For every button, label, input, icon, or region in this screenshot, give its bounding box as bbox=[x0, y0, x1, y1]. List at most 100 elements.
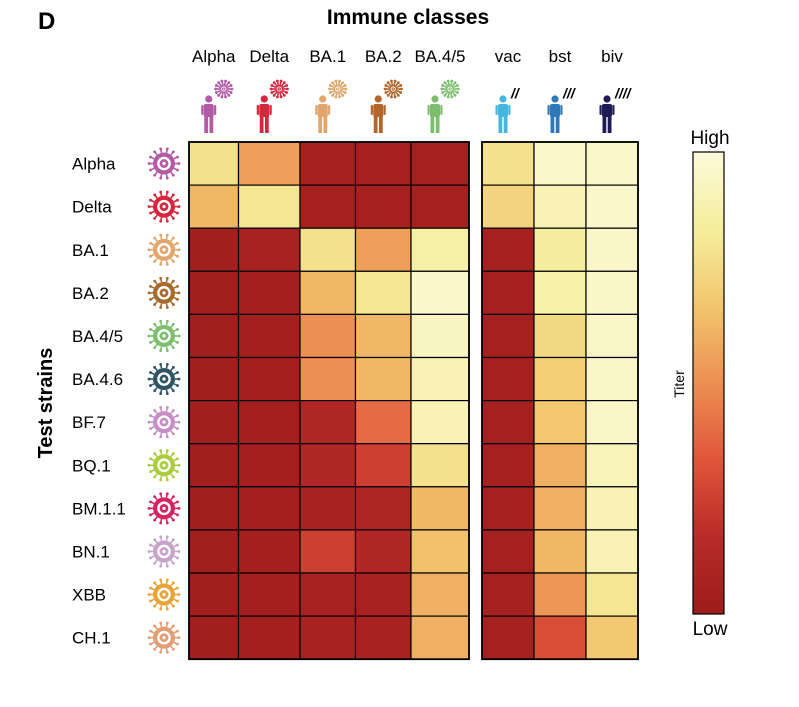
heatmap-cell bbox=[188, 184, 240, 229]
small-virus-icon bbox=[328, 79, 348, 99]
heatmap-cell bbox=[299, 227, 357, 272]
heatmap-cell bbox=[237, 227, 301, 272]
heatmap-cell bbox=[188, 615, 240, 660]
row-label: BF.7 bbox=[72, 413, 106, 432]
heatmap-cell bbox=[585, 529, 639, 574]
heatmap-cell bbox=[481, 529, 535, 574]
person-icon bbox=[256, 79, 289, 133]
heatmap-cell bbox=[299, 184, 357, 229]
heatmap-cell bbox=[188, 572, 240, 617]
heatmap-cell bbox=[188, 400, 240, 445]
row-label: BA.4/5 bbox=[72, 327, 123, 346]
heatmap-cells bbox=[188, 141, 639, 661]
colorbar: High Low Titer bbox=[671, 128, 730, 640]
heatmap-cell bbox=[533, 356, 587, 402]
heatmap-cell bbox=[354, 356, 412, 402]
heatmap-cell bbox=[354, 313, 412, 359]
heatmap-cell bbox=[354, 486, 412, 531]
column-label: Alpha bbox=[192, 47, 236, 66]
heatmap-cell bbox=[354, 270, 412, 315]
heatmap-cell bbox=[533, 227, 587, 272]
heatmap-cell bbox=[188, 529, 240, 574]
heatmap-cell bbox=[299, 572, 357, 617]
person-icon: // bbox=[495, 85, 521, 133]
heatmap-cell bbox=[299, 615, 357, 660]
person-icon: //// bbox=[599, 85, 633, 133]
dose-mark: /// bbox=[562, 85, 577, 101]
heatmap-cell bbox=[410, 443, 470, 488]
dose-mark: // bbox=[510, 85, 521, 101]
small-virus-icon bbox=[440, 79, 460, 99]
row-labels: Alpha Delta BA.1 BA.2 BA.4/5 BA.4.6 BF.7 BQ.1 BM… bbox=[72, 155, 126, 648]
dose-mark: //// bbox=[614, 85, 633, 101]
heatmap-cell bbox=[481, 400, 535, 445]
heatmap-cell bbox=[533, 443, 587, 488]
virus-icon bbox=[147, 492, 181, 525]
heatmap-cell bbox=[237, 141, 301, 186]
heatmap-cell bbox=[585, 184, 639, 229]
heatmap-cell bbox=[533, 572, 587, 617]
heatmap-cell bbox=[585, 615, 639, 660]
heatmap-cell bbox=[533, 270, 587, 315]
group-outline-vaccine bbox=[481, 141, 639, 661]
heatmap-cell bbox=[481, 227, 535, 272]
heatmap-cell bbox=[533, 529, 587, 574]
row-label: BA.4.6 bbox=[72, 370, 123, 389]
heatmap-cell bbox=[237, 443, 301, 488]
heatmap-cell bbox=[410, 356, 470, 402]
heatmap-cell bbox=[481, 184, 535, 229]
heatmap-cell bbox=[188, 443, 240, 488]
heatmap-cell bbox=[299, 141, 357, 186]
heatmap-cell bbox=[237, 313, 301, 359]
heatmap-cell bbox=[533, 615, 587, 660]
row-label: Alpha bbox=[72, 155, 116, 174]
small-virus-icon bbox=[383, 79, 403, 99]
person-icon bbox=[201, 79, 234, 133]
heatmap-cell bbox=[410, 141, 470, 186]
virus-icon bbox=[147, 578, 181, 611]
heatmap-cell bbox=[410, 615, 470, 660]
group-outline-infection bbox=[188, 141, 470, 661]
column-labels: Alpha Delta BA.1 BA.2 BA.4/5 vac bst biv bbox=[192, 47, 623, 66]
heatmap-cell bbox=[188, 486, 240, 531]
heatmap-cell bbox=[481, 270, 535, 315]
virus-icon bbox=[147, 363, 181, 396]
virus-icon bbox=[147, 190, 181, 223]
heatmap-cell bbox=[299, 400, 357, 445]
heatmap-cell bbox=[533, 141, 587, 186]
heatmap-cell bbox=[299, 313, 357, 359]
column-label: biv bbox=[601, 47, 623, 66]
virus-icon bbox=[147, 233, 181, 266]
colorbar-gradient bbox=[692, 151, 725, 615]
heatmap-cell bbox=[410, 184, 470, 229]
column-label: Delta bbox=[249, 47, 289, 66]
heatmap-cell bbox=[481, 572, 535, 617]
row-label: CH.1 bbox=[72, 629, 111, 648]
colorbar-title: Titer bbox=[671, 370, 687, 398]
heatmap-cell bbox=[188, 227, 240, 272]
heatmap-cell bbox=[585, 313, 639, 359]
row-label: XBB bbox=[72, 586, 106, 605]
heatmap-cell bbox=[237, 184, 301, 229]
heatmap-cell bbox=[533, 486, 587, 531]
heatmap-cell bbox=[481, 615, 535, 660]
heatmap-cell bbox=[354, 184, 412, 229]
virus-icon bbox=[147, 276, 181, 309]
chart-title: Immune classes bbox=[327, 6, 489, 29]
virus-icon bbox=[147, 319, 181, 352]
heatmap-cell bbox=[237, 615, 301, 660]
heatmap-cell bbox=[481, 313, 535, 359]
heatmap-cell bbox=[237, 356, 301, 402]
heatmap-cell bbox=[585, 400, 639, 445]
person-icon bbox=[370, 79, 403, 133]
virus-icon bbox=[147, 535, 181, 568]
heatmap-cell bbox=[354, 572, 412, 617]
column-label: vac bbox=[495, 47, 522, 66]
small-virus-icon bbox=[269, 79, 289, 99]
heatmap-cell bbox=[354, 443, 412, 488]
heatmap-cell bbox=[354, 141, 412, 186]
virus-icon bbox=[147, 621, 181, 654]
column-label: BA.4/5 bbox=[414, 47, 465, 66]
heatmap-cell bbox=[299, 486, 357, 531]
